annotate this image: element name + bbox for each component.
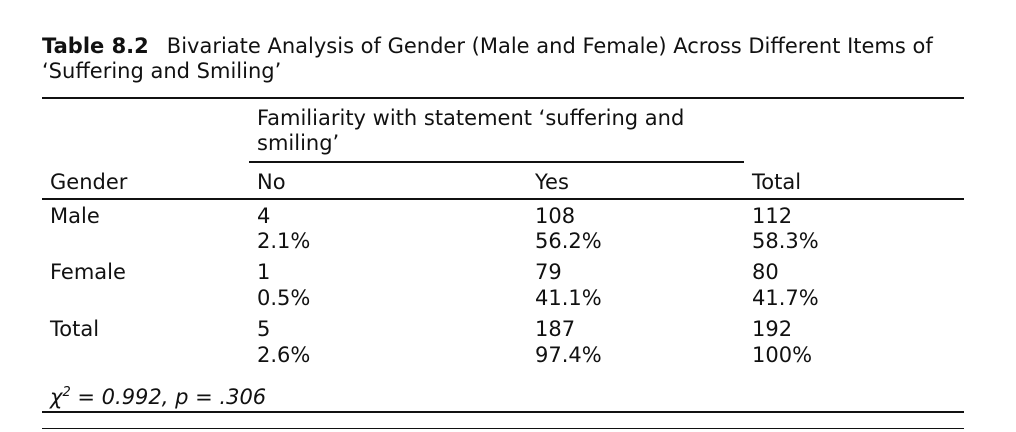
chi-exponent: 2: [62, 385, 71, 400]
column-header-yes: Yes: [535, 170, 569, 194]
bottom-rule: [42, 411, 964, 413]
chi-square-footnote: χ2 = 0.992, p = .306: [50, 386, 266, 408]
male-no-count: 4: [257, 204, 271, 228]
spanner-rule: [249, 161, 744, 163]
total-yes-count: 187: [535, 317, 576, 341]
female-total-percent: 41.7%: [752, 286, 819, 310]
table-title: Bivariate Analysis of Gender (Male and F…: [42, 34, 933, 83]
chi-statistics: = 0.992, p = .306: [70, 385, 267, 409]
row-label-total: Total: [50, 317, 100, 341]
total-no-percent: 2.6%: [257, 343, 311, 367]
table-label: Table 8.2: [42, 34, 149, 58]
grand-total-percent: 100%: [752, 343, 813, 367]
male-yes-percent: 56.2%: [535, 229, 602, 253]
male-no-percent: 2.1%: [257, 229, 311, 253]
female-yes-percent: 41.1%: [535, 286, 602, 310]
page-bottom-rule: [42, 428, 964, 429]
grand-total-count: 192: [752, 317, 793, 341]
male-total-count: 112: [752, 204, 793, 228]
column-spanner-heading: Familiarity with statement ‘suffering an…: [257, 106, 685, 155]
top-rule: [42, 97, 964, 99]
female-yes-count: 79: [535, 260, 562, 284]
header-rule: [42, 198, 964, 200]
row-label-female: Female: [50, 260, 126, 284]
column-header-total: Total: [752, 170, 802, 194]
total-no-count: 5: [257, 317, 271, 341]
female-no-percent: 0.5%: [257, 286, 311, 310]
table-caption: Table 8.2 Bivariate Analysis of Gender (M…: [42, 34, 972, 84]
male-yes-count: 108: [535, 204, 576, 228]
column-header-no: No: [257, 170, 286, 194]
female-no-count: 1: [257, 260, 271, 284]
row-header-gender: Gender: [50, 170, 128, 194]
row-label-male: Male: [50, 204, 100, 228]
male-total-percent: 58.3%: [752, 229, 819, 253]
female-total-count: 80: [752, 260, 779, 284]
total-yes-percent: 97.4%: [535, 343, 602, 367]
chi-symbol: χ: [50, 385, 63, 409]
